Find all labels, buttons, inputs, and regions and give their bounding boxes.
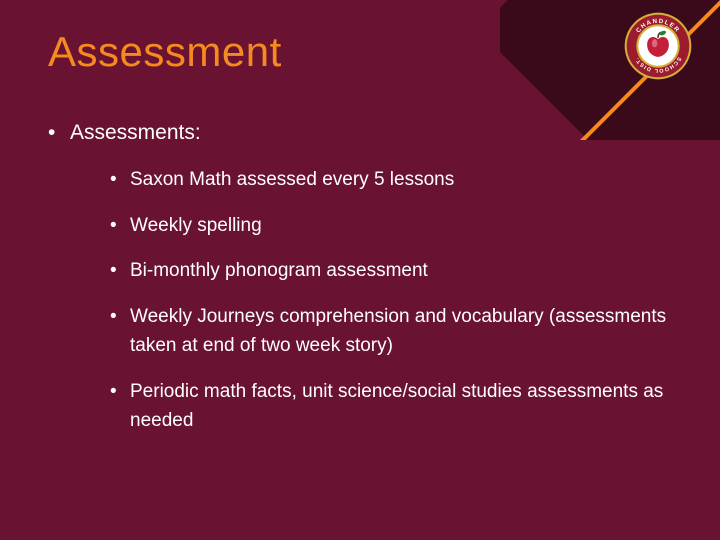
- page-title: Assessment: [48, 28, 672, 76]
- list-item: Saxon Math assessed every 5 lessons: [110, 165, 672, 194]
- list-item: Assessments: Saxon Math assessed every 5…: [48, 118, 672, 435]
- list-item-label: Saxon Math assessed every 5 lessons: [130, 169, 454, 190]
- bullet-list-level2: Saxon Math assessed every 5 lessons Week…: [70, 165, 672, 435]
- list-item-label: Bi-monthly phonogram assessment: [130, 260, 428, 281]
- list-item: Periodic math facts, unit science/social…: [110, 377, 672, 436]
- list-item-label: Weekly spelling: [130, 215, 262, 236]
- list-item: Bi-monthly phonogram assessment: [110, 256, 672, 285]
- bullet-list-level1: Assessments: Saxon Math assessed every 5…: [48, 118, 672, 435]
- district-logo: CHANDLER SCHOOL DIST.: [624, 12, 692, 80]
- list-item: Weekly spelling: [110, 211, 672, 240]
- list-item-label: Weekly Journeys comprehension and vocabu…: [130, 306, 666, 356]
- list-item-label: Periodic math facts, unit science/social…: [130, 381, 663, 431]
- list-item: Weekly Journeys comprehension and vocabu…: [110, 302, 672, 361]
- logo-seal-icon: CHANDLER SCHOOL DIST.: [624, 12, 692, 80]
- list-item-label: Assessments:: [70, 121, 201, 144]
- slide: CHANDLER SCHOOL DIST. Assessment Assessm…: [0, 0, 720, 540]
